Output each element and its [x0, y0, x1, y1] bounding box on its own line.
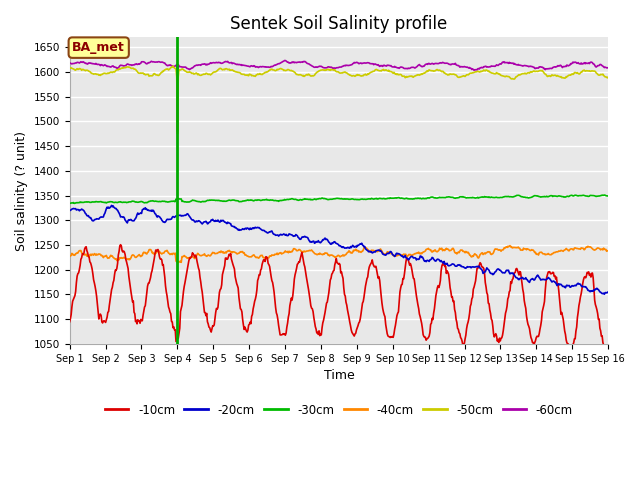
Title: Sentek Soil Salinity profile: Sentek Soil Salinity profile: [230, 15, 447, 33]
Legend: -10cm, -20cm, -30cm, -40cm, -50cm, -60cm: -10cm, -20cm, -30cm, -40cm, -50cm, -60cm: [100, 399, 578, 421]
Y-axis label: Soil salinity (? unit): Soil salinity (? unit): [15, 131, 28, 251]
Text: BA_met: BA_met: [72, 41, 125, 54]
X-axis label: Time: Time: [323, 369, 355, 382]
